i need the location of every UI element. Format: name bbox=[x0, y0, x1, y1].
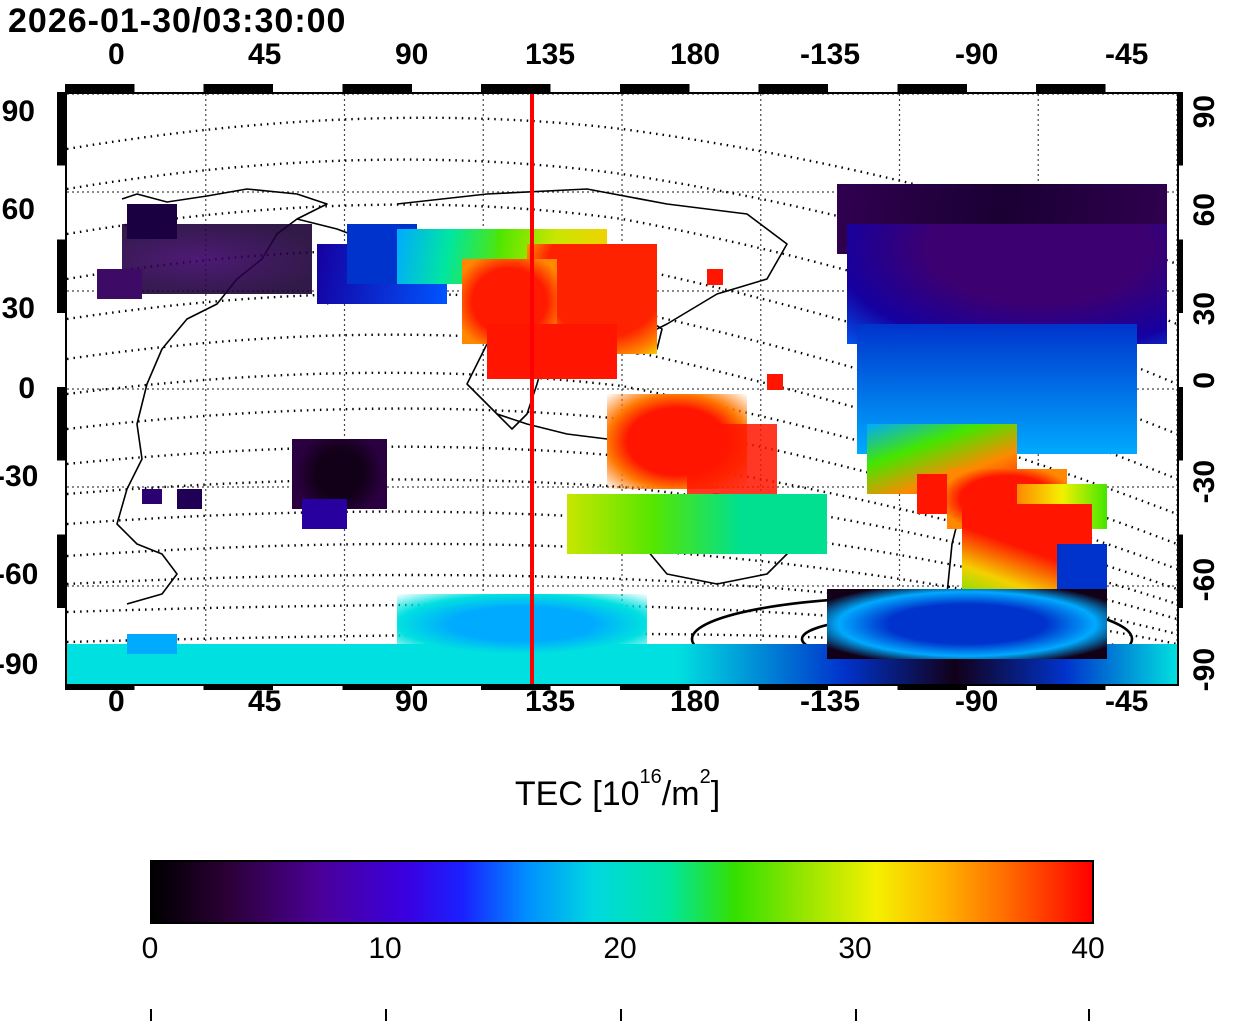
bottom-tick-7: -45 bbox=[1105, 685, 1148, 719]
tec-data-blobs bbox=[67, 94, 1177, 684]
cb-label-1: 10 bbox=[368, 932, 401, 966]
cb-tick-2 bbox=[620, 1009, 622, 1021]
cb-label-3: 30 bbox=[838, 932, 871, 966]
cb-tick-0 bbox=[150, 1009, 152, 1021]
bottom-tick-1: 45 bbox=[248, 685, 281, 719]
cb-label-2: 20 bbox=[603, 932, 636, 966]
colorbar-gradient[interactable] bbox=[150, 860, 1094, 924]
plot-title: 2026-01-30/03:30:00 bbox=[8, 2, 346, 41]
bottom-tick-0: 0 bbox=[108, 685, 125, 719]
left-tick-2: 30 bbox=[0, 292, 35, 326]
left-tick-bar bbox=[57, 92, 65, 682]
colorbar-section: TEC [1016/m2] 0 10 20 30 40 bbox=[0, 750, 1235, 1021]
redline-marker[interactable] bbox=[530, 94, 534, 684]
right-tick-6: -90 bbox=[1188, 648, 1228, 691]
bottom-tick-3: 135 bbox=[525, 685, 575, 719]
world-map-plot[interactable] bbox=[65, 92, 1179, 686]
bottom-tick-2: 90 bbox=[395, 685, 428, 719]
colorbar-title: TEC [1016/m2] bbox=[0, 775, 1235, 814]
top-tick-1: 45 bbox=[248, 38, 281, 72]
right-tick-1: 60 bbox=[1188, 193, 1228, 226]
bottom-tick-6: -90 bbox=[955, 685, 998, 719]
bottom-tick-5: -135 bbox=[800, 685, 860, 719]
cb-tick-1 bbox=[385, 1009, 387, 1021]
left-tick-5: -60 bbox=[0, 558, 35, 592]
left-tick-0: 90 bbox=[0, 95, 35, 129]
top-tick-2: 90 bbox=[395, 38, 428, 72]
cb-tick-3 bbox=[855, 1009, 857, 1021]
top-tick-5: -135 bbox=[800, 38, 860, 72]
right-tick-0: 90 bbox=[1188, 95, 1228, 128]
bottom-tick-4: 180 bbox=[670, 685, 720, 719]
top-tick-4: 180 bbox=[670, 38, 720, 72]
cb-label-0: 0 bbox=[142, 932, 159, 966]
left-tick-4: -30 bbox=[0, 460, 35, 494]
top-tick-3: 135 bbox=[525, 38, 575, 72]
top-tick-7: -45 bbox=[1105, 38, 1148, 72]
top-tick-bar bbox=[65, 84, 1175, 92]
top-tick-0: 0 bbox=[108, 38, 125, 72]
left-tick-6: -90 bbox=[0, 648, 35, 682]
right-tick-4: -30 bbox=[1188, 460, 1228, 503]
cb-label-4: 40 bbox=[1071, 932, 1104, 966]
right-tick-2: 30 bbox=[1188, 292, 1228, 325]
top-tick-6: -90 bbox=[955, 38, 998, 72]
right-tick-3: 0 bbox=[1188, 372, 1228, 389]
left-tick-3: 0 bbox=[0, 372, 35, 406]
left-tick-1: 60 bbox=[0, 193, 35, 227]
right-tick-5: -60 bbox=[1188, 558, 1228, 601]
cb-tick-4 bbox=[1088, 1009, 1090, 1021]
